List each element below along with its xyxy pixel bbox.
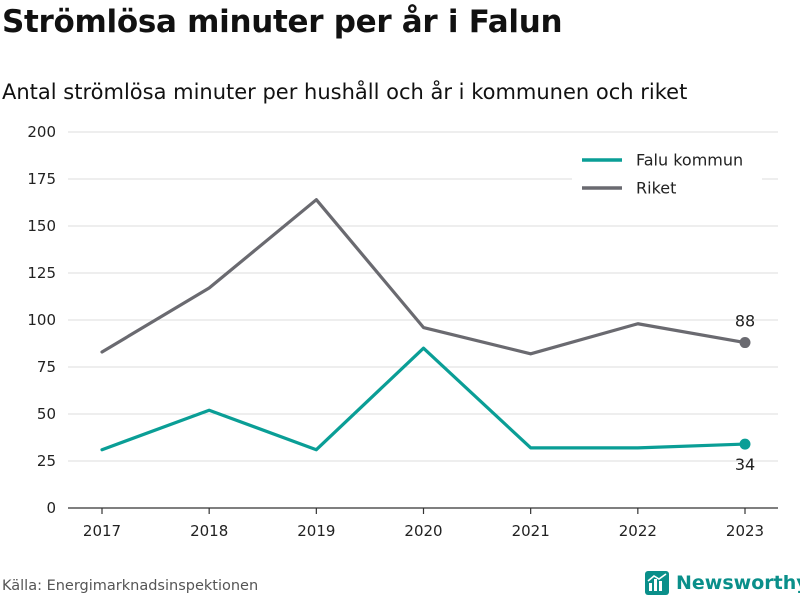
source-note: Källa: Energimarknadsinspektionen xyxy=(2,578,259,594)
y-tick-label: 50 xyxy=(37,405,56,423)
y-tick-label: 150 xyxy=(27,217,56,235)
brand-name: Newsworthy xyxy=(676,572,800,594)
end-value-label: 88 xyxy=(735,312,755,331)
y-tick-label: 0 xyxy=(46,499,56,517)
x-tick-label: 2023 xyxy=(726,522,764,540)
series-line-riket xyxy=(100,198,747,356)
x-tick-label: 2019 xyxy=(297,522,335,540)
y-axis-ticks: 0 25 50 75 100 125 150 175 200 xyxy=(27,123,56,517)
legend-label: Falu kommun xyxy=(636,151,743,170)
chart-title: Strömlösa minuter per år i Falun xyxy=(2,4,563,40)
newsworthy-logo-icon xyxy=(645,571,669,595)
y-tick-label: 25 xyxy=(37,452,56,470)
legend: Falu kommun Riket xyxy=(572,145,762,203)
chart-subtitle: Antal strömlösa minuter per hushåll och … xyxy=(2,80,688,104)
brand-logo: Newsworthy xyxy=(644,570,800,596)
x-tick-label: 2020 xyxy=(404,522,442,540)
y-tick-label: 100 xyxy=(27,311,56,329)
y-tick-label: 125 xyxy=(27,264,56,282)
series-lines: 34 88 xyxy=(100,198,755,474)
x-axis-ticks: 2017 2018 2019 2020 2021 2022 2023 xyxy=(83,508,764,540)
y-tick-label: 200 xyxy=(27,123,56,141)
end-point-marker xyxy=(739,337,751,349)
x-tick-label: 2022 xyxy=(619,522,657,540)
x-tick-label: 2018 xyxy=(190,522,228,540)
legend-label: Riket xyxy=(636,179,676,198)
x-tick-label: 2021 xyxy=(512,522,550,540)
legend-background xyxy=(572,145,762,203)
end-value-label: 34 xyxy=(735,455,755,474)
y-tick-label: 175 xyxy=(27,170,56,188)
y-tick-label: 75 xyxy=(37,358,56,376)
series-line-falu-kommun xyxy=(100,346,747,452)
x-tick-label: 2017 xyxy=(83,522,121,540)
end-point-marker xyxy=(739,438,751,450)
